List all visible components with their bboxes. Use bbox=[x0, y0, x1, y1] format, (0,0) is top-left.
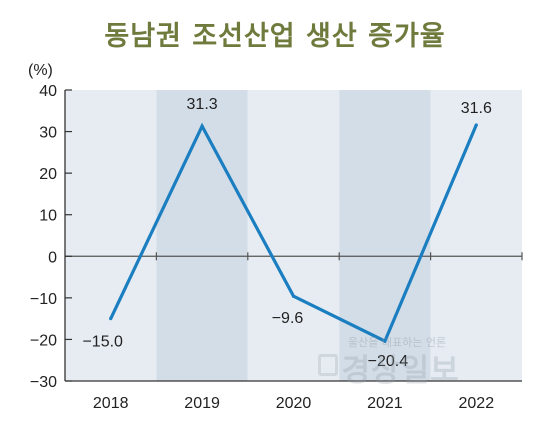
data-label: −9.6 bbox=[272, 310, 304, 327]
category-band-2020 bbox=[247, 90, 340, 381]
x-tick-label: 2020 bbox=[276, 395, 312, 412]
x-tick-label: 2022 bbox=[459, 395, 495, 412]
y-axis-unit-label: (%) bbox=[28, 62, 53, 79]
watermark-text: 경상일보 bbox=[318, 345, 460, 390]
x-tick-label: 2018 bbox=[93, 395, 129, 412]
x-tick-label: 2019 bbox=[184, 395, 220, 412]
data-label: 31.3 bbox=[187, 96, 218, 113]
y-tick-label: −30 bbox=[30, 374, 57, 391]
y-tick-label: 40 bbox=[39, 83, 57, 100]
watermark-brand: 경상일보 bbox=[341, 353, 460, 389]
y-tick-label: 30 bbox=[39, 125, 57, 142]
data-point bbox=[109, 317, 113, 321]
y-tick-label: 20 bbox=[39, 166, 57, 183]
watermark-subtext: 울산을 대표하는 언론 bbox=[348, 336, 447, 349]
y-tick-label: −20 bbox=[30, 332, 57, 349]
y-tick-label: 0 bbox=[48, 249, 57, 266]
chart-title: 동남권 조선산업 생산 증가율 bbox=[104, 21, 446, 52]
data-point bbox=[291, 294, 296, 298]
data-point bbox=[200, 124, 204, 128]
category-band-2018 bbox=[65, 90, 157, 381]
x-tick-label: 2021 bbox=[367, 395, 403, 412]
y-tick-label: −10 bbox=[30, 291, 57, 308]
data-point bbox=[474, 123, 478, 127]
data-label: 31.6 bbox=[461, 100, 492, 117]
watermark-logo-icon bbox=[318, 354, 338, 376]
category-band-2021 bbox=[339, 90, 431, 381]
y-tick-label: 10 bbox=[39, 208, 57, 225]
data-label: −15.0 bbox=[82, 334, 123, 351]
category-band-2022 bbox=[430, 90, 522, 381]
data-point bbox=[383, 339, 387, 343]
category-band-2019 bbox=[156, 90, 248, 381]
data-label: −20.4 bbox=[368, 353, 409, 370]
